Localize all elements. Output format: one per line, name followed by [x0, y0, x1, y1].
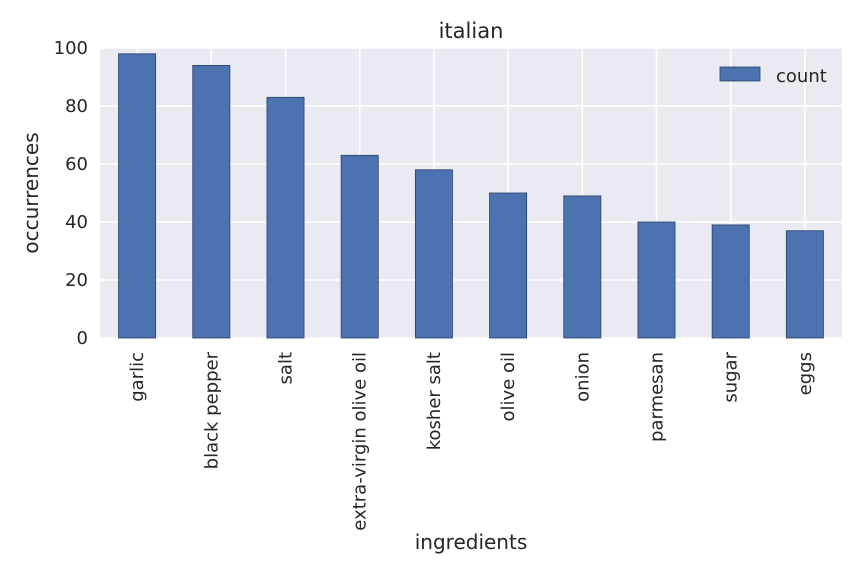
y-tick-label: 100 [54, 38, 88, 59]
y-axis-label: occurrences [19, 132, 43, 253]
x-tick-labels: garlic black pepper salt extra-virgin olive… [127, 351, 816, 530]
bar-black-pepper [192, 65, 231, 339]
x-tick-label: extra-virgin olive oil [350, 352, 371, 531]
x-tick-label: sugar [721, 351, 742, 402]
chart-title: italian [439, 19, 504, 43]
bar-sugar [711, 224, 750, 339]
legend-swatch [719, 66, 761, 82]
x-tick-label: salt [276, 352, 297, 384]
bar-olive-oil [489, 192, 528, 339]
legend: count [719, 66, 827, 87]
bar-eggs [785, 230, 824, 339]
x-tick-label: parmesan [647, 352, 668, 442]
x-tick-label: olive oil [498, 352, 519, 421]
y-tick-label: 40 [65, 212, 88, 233]
x-axis-label: ingredients [415, 530, 528, 554]
bar-garlic [118, 53, 157, 339]
bar-parmesan [637, 221, 676, 339]
x-tick-label: eggs [795, 352, 816, 395]
bar-kosher-salt [414, 169, 453, 339]
x-tick-label: onion [572, 352, 593, 402]
x-tick-label: garlic [127, 352, 148, 402]
y-tick-label: 60 [65, 154, 88, 175]
y-tick-label: 0 [77, 328, 88, 349]
x-tick-label: kosher salt [424, 352, 445, 450]
bars [118, 53, 824, 339]
y-tick-label: 80 [65, 96, 88, 117]
legend-label: count [776, 66, 827, 87]
bar-onion [563, 195, 602, 339]
bar-extra-virgin-olive-oil [340, 154, 379, 339]
bar-salt [266, 96, 305, 339]
x-tick-label: black pepper [201, 351, 222, 469]
y-tick-labels: 0 20 40 60 80 100 [54, 38, 88, 349]
y-tick-label: 20 [65, 270, 88, 291]
